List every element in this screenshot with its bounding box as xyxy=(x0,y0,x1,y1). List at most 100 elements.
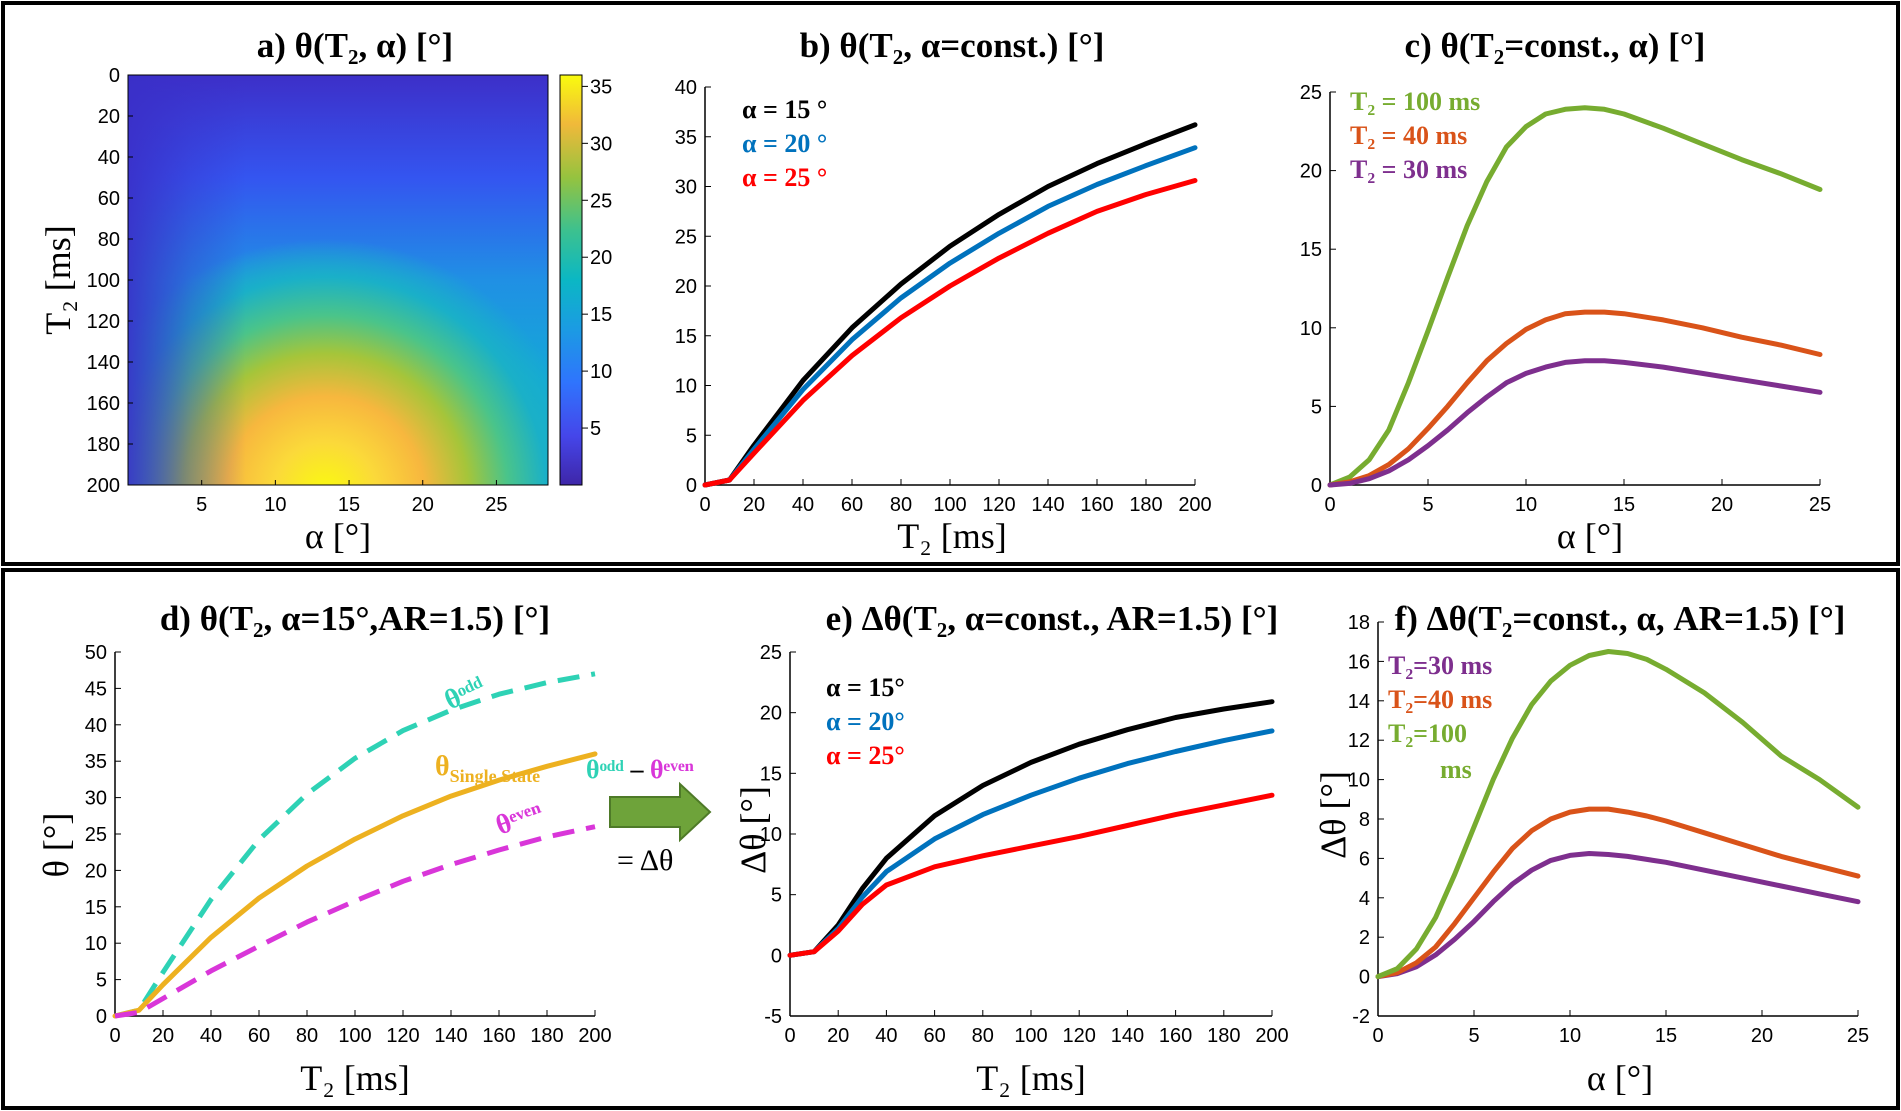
a-ytick-label: 160 xyxy=(87,393,120,415)
b-xtick-label: 120 xyxy=(982,494,1015,516)
panel-c-title: c) θ(T₂=const., α) [°] xyxy=(1405,26,1706,65)
a-ytick-label: 20 xyxy=(98,106,120,128)
d-series-2 xyxy=(114,824,596,1019)
c-series-1 xyxy=(1327,309,1823,488)
d-xtick-label: 40 xyxy=(200,1025,222,1047)
c-ytick-label: 5 xyxy=(1311,396,1322,418)
legend-b-alpha20: α = 20 ° xyxy=(742,129,827,158)
c-ytick-label: 0 xyxy=(1311,475,1322,497)
panel-c: c) θ(T₂=const., α) [°] 0 5 10 15 20 25 0 5 10 15 2… xyxy=(1300,26,1831,556)
f-xtick-label: 15 xyxy=(1655,1025,1677,1047)
a-ytick-label: 120 xyxy=(87,311,120,333)
panel-b: b) θ(T₂, α=const.) [°] 0 5 10 15 20 25 30 35 40 0… xyxy=(675,26,1212,556)
d-xtick-label: 200 xyxy=(578,1025,611,1047)
d-xtick-label: 60 xyxy=(248,1025,270,1047)
b-xtick-label: 200 xyxy=(1178,494,1211,516)
a-xtick-label: 15 xyxy=(338,494,360,516)
d-xtick-label: 160 xyxy=(482,1025,515,1047)
panel-e: e) Δθ(T₂, α=const., AR=1.5) [°] -5051015… xyxy=(733,599,1289,1098)
b-ytick-label: 5 xyxy=(686,425,697,447)
a-ytick-label: 40 xyxy=(98,147,120,169)
c-ytick-label: 20 xyxy=(1300,161,1322,183)
annotation-diff-odd: θᵒᵈᵈ xyxy=(586,755,625,784)
d-ytick-label: 45 xyxy=(85,678,107,700)
e-xtick-label: 140 xyxy=(1111,1025,1144,1047)
cbar-tick-label: 10 xyxy=(590,361,612,383)
c-ytick-label: 10 xyxy=(1300,318,1322,340)
a-xtick-label: 25 xyxy=(485,494,507,516)
c-ytick-label: 25 xyxy=(1300,82,1322,104)
top-frame xyxy=(1,1,1900,566)
d-ytick-label: 50 xyxy=(85,642,107,664)
annotation-theta-even: θᵉᵛᵉⁿ xyxy=(492,796,547,841)
e-xtick-label: 40 xyxy=(875,1025,897,1047)
d-ytick-label: 35 xyxy=(85,751,107,773)
f-ytick-label: 10 xyxy=(1348,770,1370,792)
b-ytick-label: 35 xyxy=(675,127,697,149)
d-ytick-label: 25 xyxy=(85,824,107,846)
b-xtick-label: 160 xyxy=(1080,494,1113,516)
d-ytick-label: 15 xyxy=(85,897,107,919)
e-ytick-label: -5 xyxy=(764,1006,782,1028)
b-xtick-label: 20 xyxy=(743,494,765,516)
f-xtick-label: 0 xyxy=(1372,1025,1383,1047)
e-xtick-label: 100 xyxy=(1014,1025,1047,1047)
e-xtick-label: 20 xyxy=(827,1025,849,1047)
e-xtick-label: 120 xyxy=(1063,1025,1096,1047)
f-ytick-label: 0 xyxy=(1359,967,1370,989)
c-ytick-label: 15 xyxy=(1300,239,1322,261)
b-ytick-label: 40 xyxy=(675,77,697,99)
b-xtick-label: 80 xyxy=(890,494,912,516)
legend-e-alpha15: α = 15° xyxy=(826,673,905,702)
panel-b-title: b) θ(T₂, α=const.) [°] xyxy=(800,26,1105,65)
e-xtick-label: 0 xyxy=(784,1025,795,1047)
e-ytick-label: 5 xyxy=(771,885,782,907)
b-series-2 xyxy=(702,178,1198,488)
a-ytick-label: 60 xyxy=(98,188,120,210)
a-ytick-label: 180 xyxy=(87,434,120,456)
b-ytick-label: 15 xyxy=(675,326,697,348)
f-ytick-label: -2 xyxy=(1352,1006,1370,1028)
cbar-tick-label: 25 xyxy=(590,190,612,212)
c-xtick-label: 20 xyxy=(1711,494,1733,516)
legend-f-t2-100a: T₂=100 xyxy=(1388,719,1467,748)
c-xtick-label: 5 xyxy=(1422,494,1433,516)
a-ytick-label: 100 xyxy=(87,270,120,292)
e-ytick-label: 0 xyxy=(771,945,782,967)
panel-a-xlabel: α [°] xyxy=(305,516,371,556)
e-ytick-label: 25 xyxy=(760,642,782,664)
d-xtick-label: 120 xyxy=(386,1025,419,1047)
colorbar xyxy=(559,74,583,486)
f-ytick-label: 6 xyxy=(1359,848,1370,870)
legend-b-alpha25: α = 25 ° xyxy=(742,163,827,192)
e-xtick-label: 180 xyxy=(1207,1025,1240,1047)
e-xtick-label: 80 xyxy=(972,1025,994,1047)
c-xtick-label: 0 xyxy=(1324,494,1335,516)
e-ytick-label: 10 xyxy=(760,824,782,846)
b-xtick-label: 60 xyxy=(841,494,863,516)
b-xtick-label: 40 xyxy=(792,494,814,516)
f-ytick-label: 14 xyxy=(1348,691,1370,713)
panel-d-title: d) θ(T₂, α=15°,AR=1.5) [°] xyxy=(160,599,550,638)
e-xtick-label: 160 xyxy=(1159,1025,1192,1047)
d-ytick-label: 30 xyxy=(85,788,107,810)
c-xtick-label: 25 xyxy=(1809,494,1831,516)
panel-e-ylabel: Δθ [°] xyxy=(733,786,773,874)
d-ytick-label: 40 xyxy=(85,715,107,737)
e-xtick-label: 200 xyxy=(1255,1025,1288,1047)
annotation-theta-single: θSingle State xyxy=(435,751,540,786)
panel-b-xlabel: T₂ [ms] xyxy=(897,516,1007,556)
diff-arrow xyxy=(609,781,712,843)
f-xtick-label: 10 xyxy=(1559,1025,1581,1047)
legend-c-t2-100: T₂ = 100 ms xyxy=(1350,87,1480,116)
f-xtick-label: 25 xyxy=(1847,1025,1869,1047)
f-ytick-label: 2 xyxy=(1359,927,1370,949)
f-series-1 xyxy=(1375,806,1861,980)
panel-f: f) Δθ(T₂=const., α, AR=1.5) [°] -2024681… xyxy=(1313,599,1869,1098)
legend-b-alpha15: α = 15 ° xyxy=(742,95,827,124)
a-ytick-label: 0 xyxy=(109,65,120,87)
b-ytick-label: 25 xyxy=(675,226,697,248)
d-xtick-label: 80 xyxy=(296,1025,318,1047)
b-ytick-label: 30 xyxy=(675,177,697,199)
